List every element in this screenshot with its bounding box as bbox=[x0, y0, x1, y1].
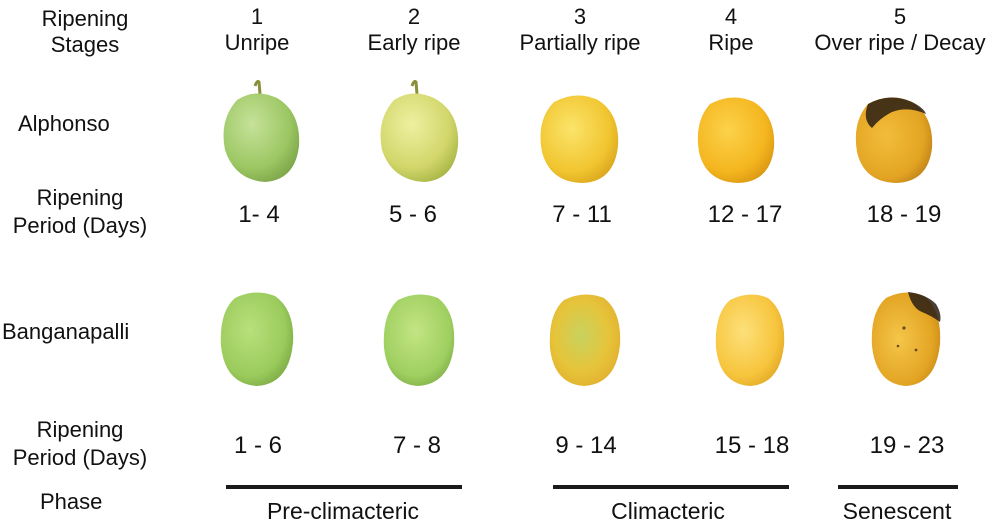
alphonso-period-stage-2: 5 - 6 bbox=[388, 201, 438, 228]
mango-banganapalli-stage-1 bbox=[217, 288, 297, 388]
phase-label: Phase bbox=[40, 489, 103, 514]
banganapalli-period-label-line2: Period (Days) bbox=[12, 445, 148, 470]
stage-2-header: 2 Early ripe bbox=[368, 4, 461, 56]
stage-3-name: Partially ripe bbox=[519, 30, 641, 55]
alphonso-period-stage-4: 12 - 17 bbox=[707, 201, 783, 228]
banganapalli-period-stage-2: 7 - 8 bbox=[392, 432, 442, 459]
banganapalli-period-stage-3: 9 - 14 bbox=[555, 432, 617, 459]
stage-5-number: 5 bbox=[893, 4, 907, 29]
stage-4-number: 4 bbox=[724, 4, 738, 29]
banganapalli-period-stage-5: 19 - 23 bbox=[869, 432, 945, 459]
alphonso-period-stage-1: 1- 4 bbox=[238, 201, 280, 228]
alphonso-period-label-line2: Period (Days) bbox=[12, 213, 148, 238]
stage-4-header: 4 Ripe bbox=[708, 4, 753, 56]
alphonso-period-label: Ripening Period (Days) bbox=[0, 184, 160, 240]
alphonso-period-label-line1: Ripening bbox=[36, 185, 124, 210]
phase-climacteric: Climacteric bbox=[611, 498, 725, 524]
pre-climacteric-line bbox=[226, 485, 462, 489]
variety-banganapalli-label: Banganapalli bbox=[2, 319, 130, 344]
mango-alphonso-stage-4 bbox=[694, 92, 778, 185]
mango-banganapalli-stage-2 bbox=[380, 290, 458, 388]
phase-pre-climacteric: Pre-climacteric bbox=[266, 498, 420, 524]
stage-5-header: 5 Over ripe / Decay bbox=[814, 4, 985, 56]
mango-alphonso-stage-5 bbox=[852, 92, 936, 184]
stage-4-name: Ripe bbox=[708, 30, 754, 55]
mango-banganapalli-stage-5 bbox=[868, 288, 944, 388]
mango-alphonso-stage-1 bbox=[215, 80, 305, 185]
climacteric-line bbox=[553, 485, 789, 489]
senescent-line bbox=[838, 485, 958, 489]
stage-1-header: 1 Unripe bbox=[225, 4, 290, 56]
ripening-stages-label: Ripening Stages bbox=[42, 6, 129, 58]
phase-senescent: Senescent bbox=[842, 498, 952, 524]
stage-3-number: 3 bbox=[573, 4, 587, 29]
stage-2-name: Early ripe bbox=[367, 30, 461, 55]
banganapalli-period-label-line1: Ripening bbox=[36, 417, 124, 442]
alphonso-period-stage-5: 18 - 19 bbox=[866, 201, 942, 228]
banganapalli-period-stage-1: 1 - 6 bbox=[233, 432, 283, 459]
stage-2-number: 2 bbox=[407, 4, 421, 29]
ripening-stages-label-line1: Ripening bbox=[41, 6, 129, 31]
banganapalli-period-stage-4: 15 - 18 bbox=[714, 432, 790, 459]
stage-3-header: 3 Partially ripe bbox=[519, 4, 640, 56]
stage-1-name: Unripe bbox=[224, 30, 290, 55]
stage-1-number: 1 bbox=[250, 4, 264, 29]
mango-banganapalli-stage-3 bbox=[546, 290, 624, 388]
mango-banganapalli-stage-4 bbox=[712, 290, 788, 388]
alphonso-period-stage-3: 7 - 11 bbox=[552, 201, 612, 228]
mango-alphonso-stage-2 bbox=[372, 80, 464, 185]
ripening-stages-label-line2: Stages bbox=[50, 32, 120, 57]
mango-alphonso-stage-3 bbox=[536, 90, 622, 185]
variety-alphonso-label: Alphonso bbox=[18, 111, 110, 136]
banganapalli-period-label: Ripening Period (Days) bbox=[0, 416, 160, 472]
stage-5-name: Over ripe / Decay bbox=[814, 30, 986, 55]
